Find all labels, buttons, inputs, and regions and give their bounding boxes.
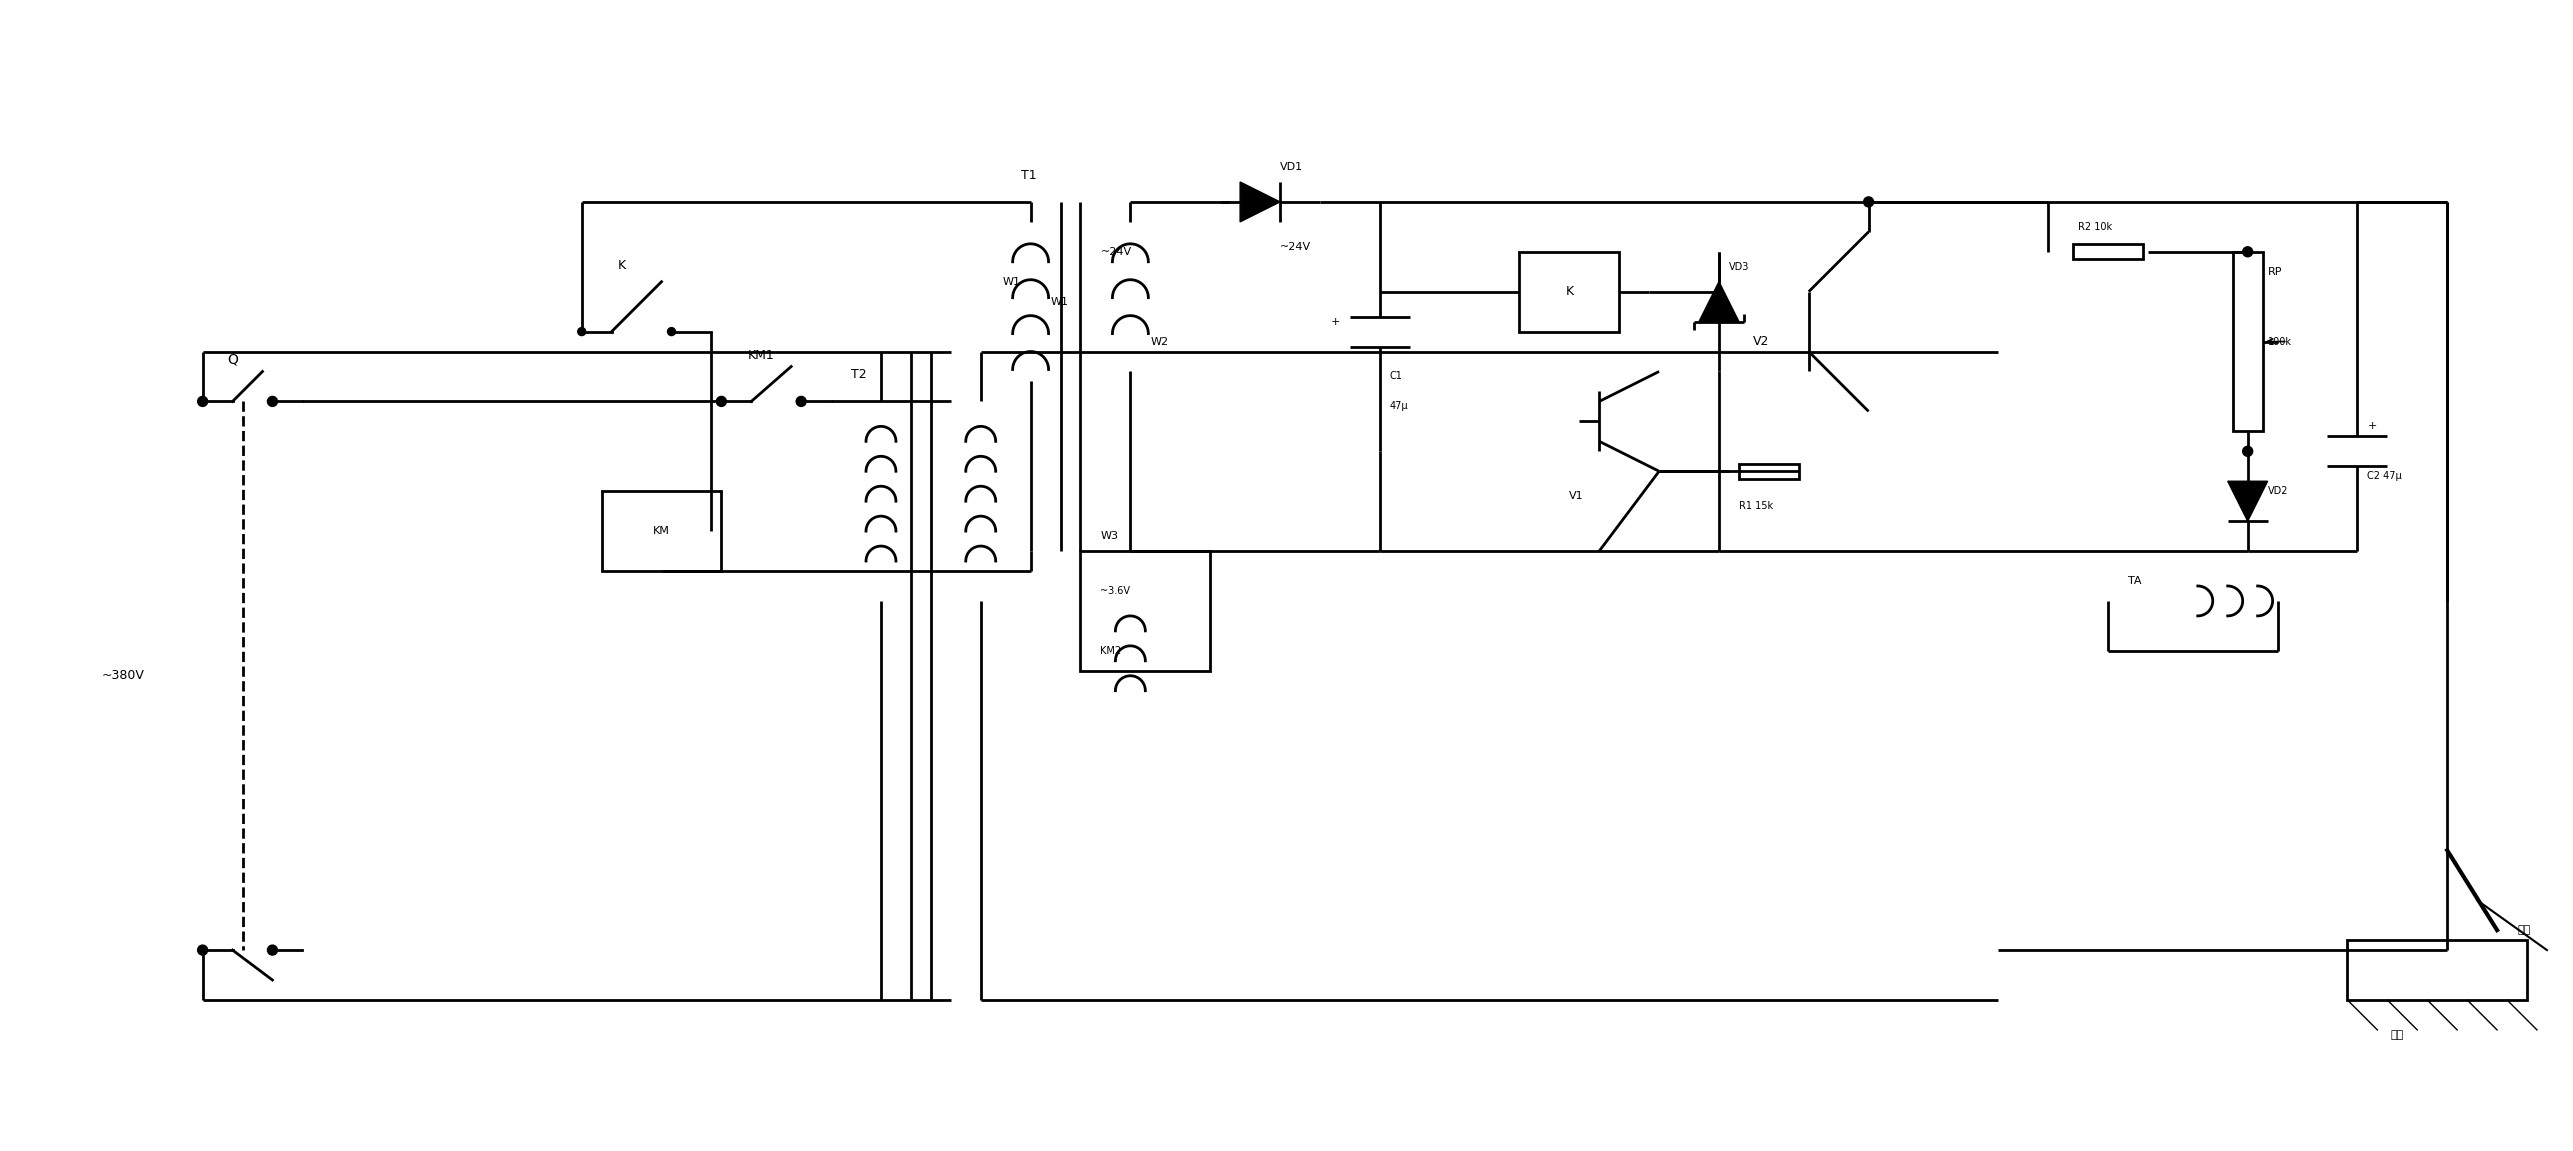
Text: VD3: VD3 (1729, 261, 1750, 272)
Text: W1: W1 (1050, 297, 1068, 306)
Text: ~3.6V: ~3.6V (1101, 586, 1130, 596)
Text: VD2: VD2 (2267, 486, 2287, 496)
Text: 100k: 100k (2267, 336, 2293, 346)
Text: V2: V2 (1752, 335, 1768, 348)
Text: 47μ: 47μ (1389, 402, 1407, 411)
Text: R2 10k: R2 10k (2079, 222, 2112, 231)
Circle shape (2244, 246, 2254, 257)
Text: 焊件: 焊件 (2390, 1030, 2403, 1039)
Text: ~24V: ~24V (1101, 246, 1132, 257)
Circle shape (268, 396, 278, 406)
Text: K: K (618, 259, 625, 272)
Polygon shape (2228, 481, 2267, 521)
Text: ~380V: ~380V (100, 669, 144, 683)
Circle shape (198, 396, 208, 406)
Circle shape (2244, 447, 2254, 456)
Bar (2074, 244, 2143, 259)
Text: KM: KM (654, 526, 669, 536)
Bar (1521, 252, 1618, 331)
Text: K: K (1564, 285, 1572, 298)
Text: 焊条: 焊条 (2516, 925, 2529, 935)
Text: RP: RP (2267, 267, 2282, 276)
Text: Q: Q (226, 352, 237, 366)
Text: V1: V1 (1570, 491, 1585, 501)
Text: ~24V: ~24V (1279, 242, 1312, 252)
Text: R1 15k: R1 15k (1739, 501, 1773, 511)
Circle shape (198, 945, 208, 955)
Text: C2 47μ: C2 47μ (2367, 471, 2403, 481)
Text: TA: TA (2128, 576, 2141, 586)
Bar (1081, 551, 1209, 671)
Circle shape (579, 328, 587, 336)
Circle shape (666, 328, 677, 336)
Text: +: + (2367, 421, 2377, 432)
Text: C1: C1 (1389, 372, 1402, 381)
Circle shape (715, 396, 726, 406)
Circle shape (795, 396, 805, 406)
Circle shape (1863, 197, 1873, 207)
Text: T2: T2 (852, 368, 867, 381)
Text: +: + (1330, 317, 1341, 327)
Bar (1739, 464, 1799, 479)
Polygon shape (1240, 182, 1279, 222)
Text: VD1: VD1 (1279, 162, 1302, 171)
Text: W1: W1 (1003, 276, 1021, 287)
Bar (602, 491, 720, 571)
Text: T1: T1 (1021, 169, 1037, 182)
Text: KM2: KM2 (1101, 646, 1122, 656)
Polygon shape (1698, 282, 1739, 321)
Bar (2347, 940, 2527, 1000)
Text: KM1: KM1 (749, 349, 774, 361)
Text: W3: W3 (1101, 531, 1119, 541)
Text: W2: W2 (1150, 336, 1168, 346)
Bar (2233, 252, 2262, 432)
Circle shape (268, 945, 278, 955)
